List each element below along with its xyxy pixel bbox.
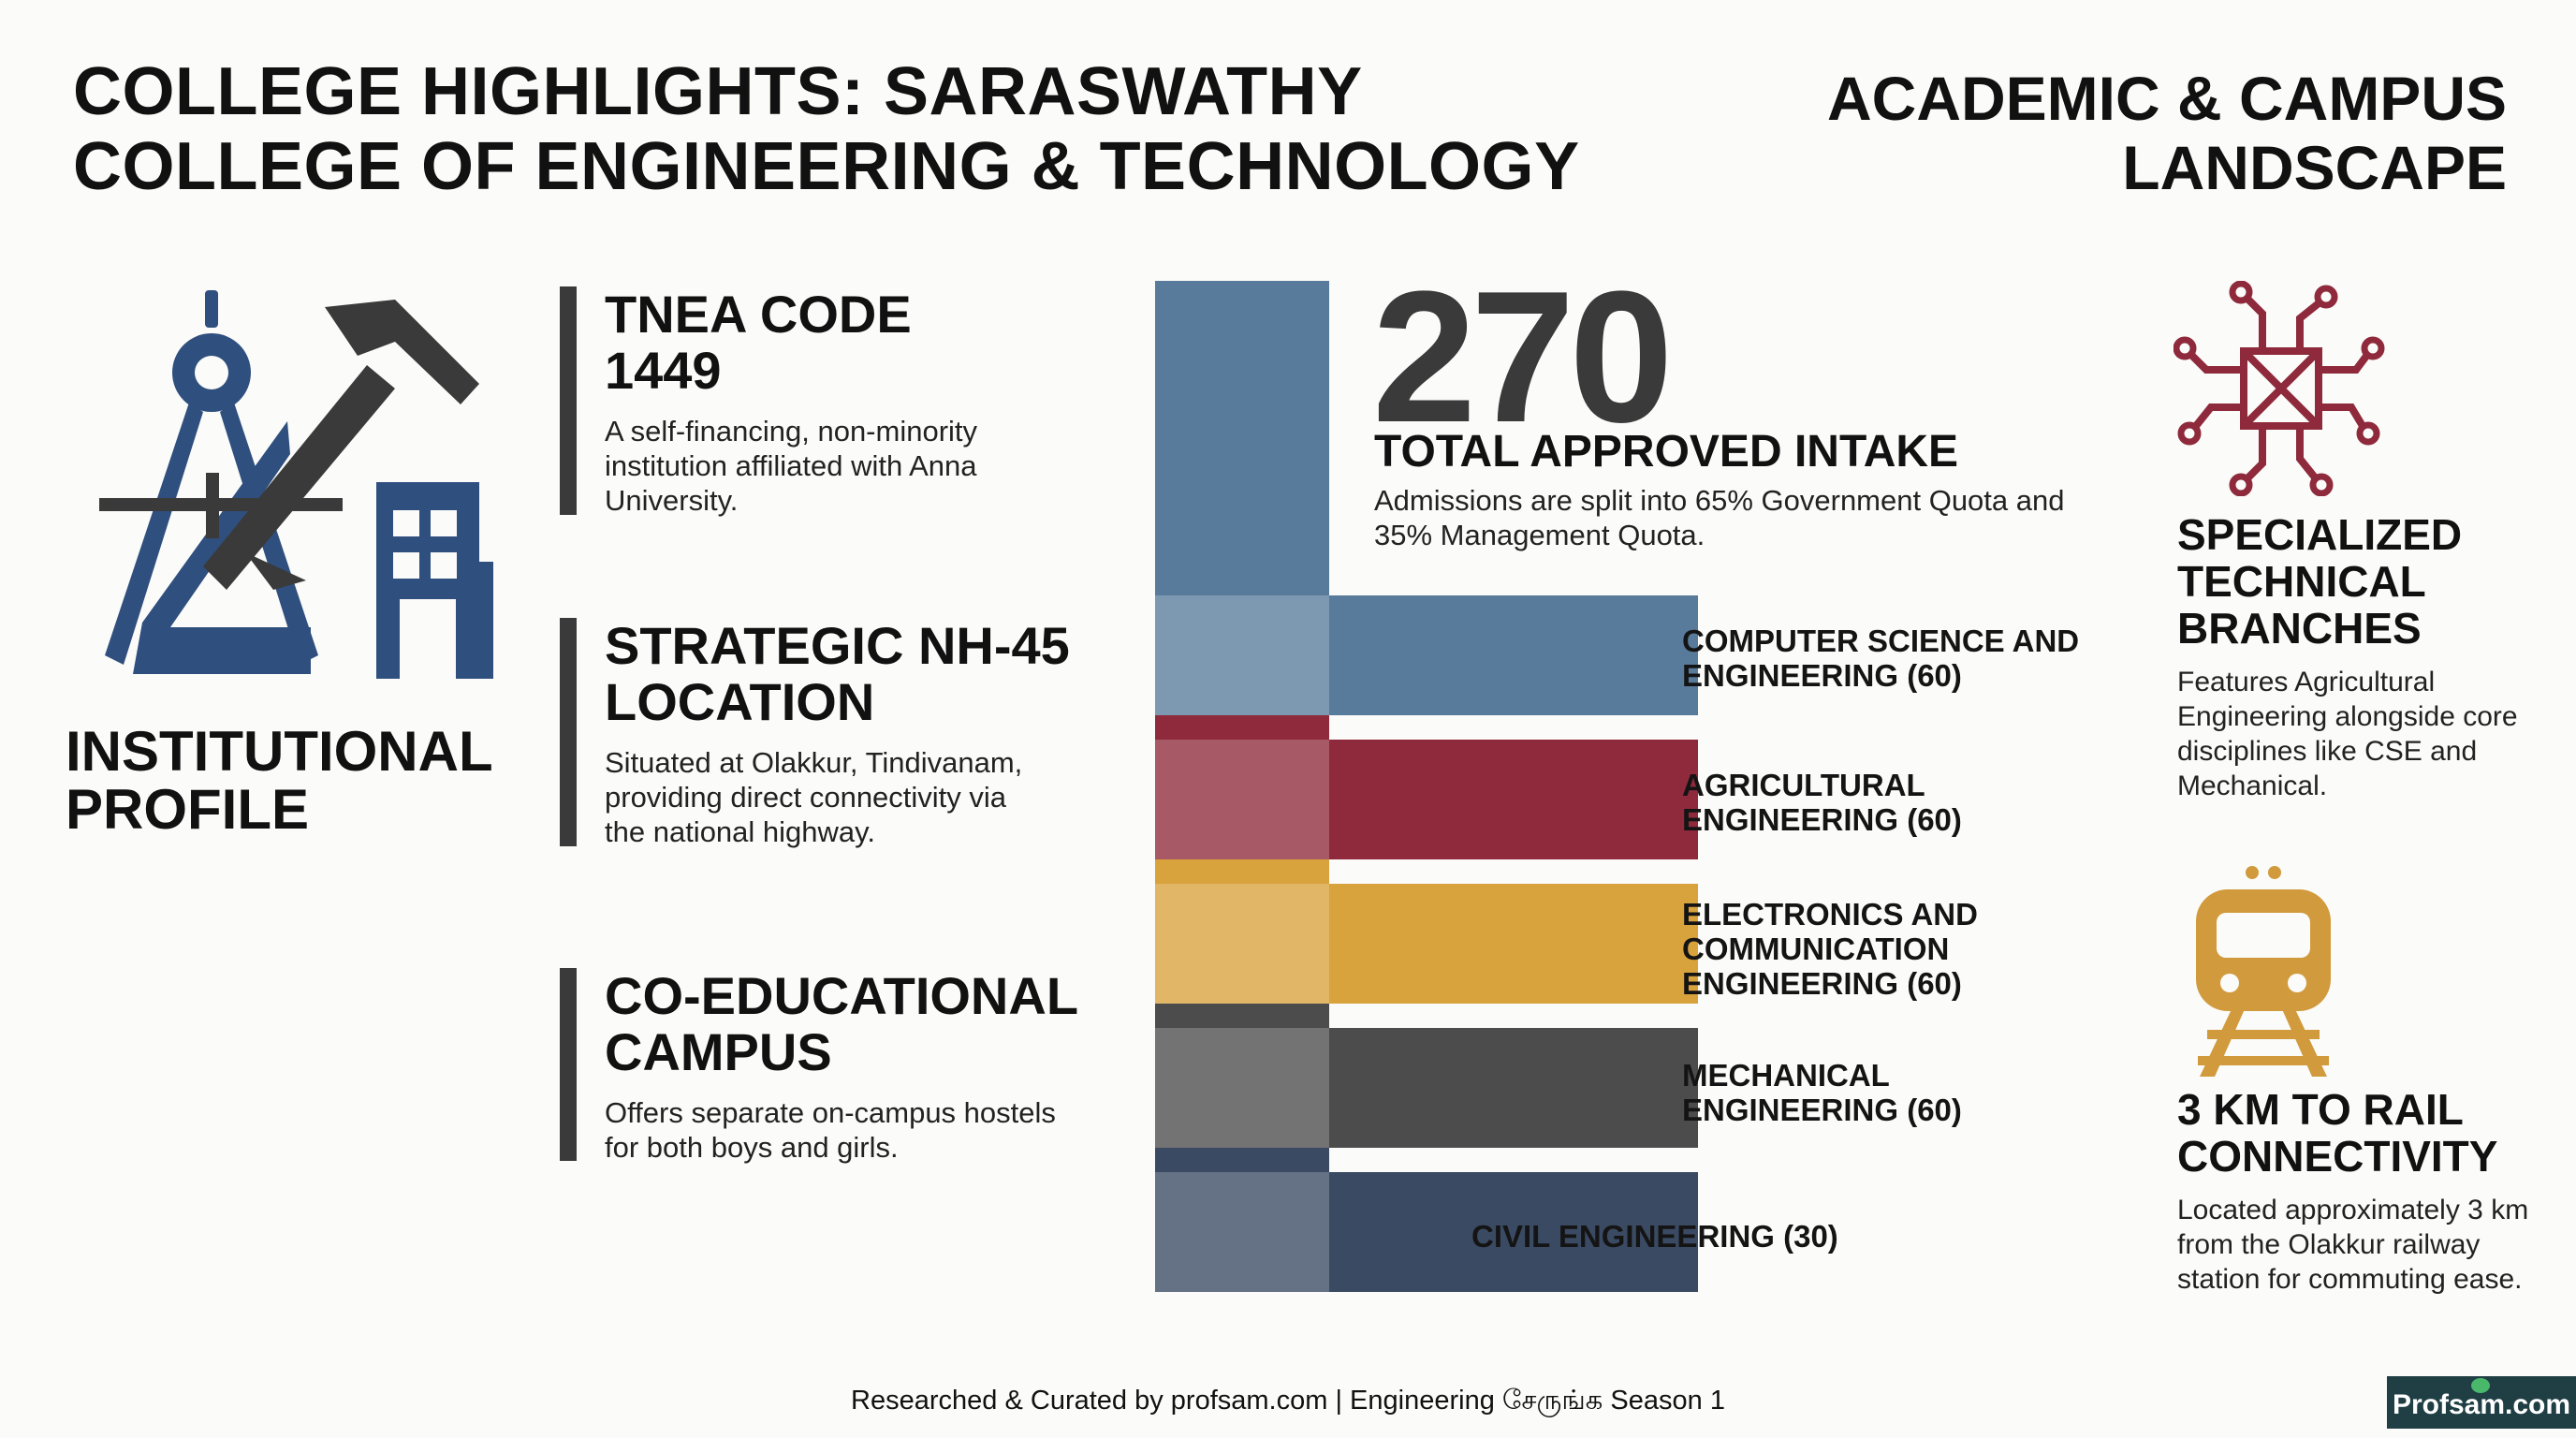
feature-text: Features Agricultural Engineering alongs… xyxy=(2177,667,2518,801)
branch-bar xyxy=(1329,740,1698,859)
feature-heading: SPECIALIZED TECHNICAL BRANCHES xyxy=(2177,510,2463,653)
column-segment xyxy=(1155,740,1329,859)
segment-divider xyxy=(1155,859,1329,884)
feature-block-branches: SPECIALIZED TECHNICAL BRANCHES Features … xyxy=(2177,511,2533,803)
info-block-location: STRATEGIC NH-45 LOCATION Situated at Ola… xyxy=(560,618,1084,849)
info-block-campus: CO-EDUCATIONAL CAMPUS Offers separate on… xyxy=(560,968,1084,1165)
branch-bar xyxy=(1329,1172,1698,1292)
feature-heading: 3 KM TO RAIL CONNECTIVITY xyxy=(2177,1085,2498,1181)
feature-block-rail: 3 KM TO RAIL CONNECTIVITY Located approx… xyxy=(2177,1086,2570,1297)
profsam-badge[interactable]: Profsam.com xyxy=(2387,1376,2576,1429)
branch-bar xyxy=(1329,1028,1698,1148)
branch-label-ece: ELECTRONICS AND COMMUNICATION ENGINEERIN… xyxy=(1682,897,1978,1001)
footer-credit: Researched & Curated by profsam.com | En… xyxy=(851,1386,1725,1416)
branch-label-civil: CIVIL ENGINEERING (30) xyxy=(1471,1219,1838,1254)
badge-label: Profsam.com xyxy=(2392,1389,2571,1420)
segment-divider xyxy=(1155,1004,1329,1028)
section-title-academic: ACADEMIC & CAMPUS LANDSCAPE xyxy=(1827,64,2507,202)
branch-bar xyxy=(1329,595,1698,715)
column-segment xyxy=(1155,884,1329,1004)
total-intake-heading: TOTAL APPROVED INTAKE xyxy=(1374,427,1959,477)
train-icon xyxy=(2196,866,2331,1077)
branch-label-cse: COMPUTER SCIENCE AND ENGINEERING (60) xyxy=(1682,624,2080,693)
info-heading: CO-EDUCATIONAL CAMPUS xyxy=(605,966,1078,1081)
column-segment xyxy=(1155,1028,1329,1148)
branch-bar xyxy=(1329,884,1698,1004)
info-text: Situated at Olakkur, Tindivanam, providi… xyxy=(605,746,1023,848)
segment-divider xyxy=(1155,1148,1329,1172)
institutional-profile-label: INSTITUTIONAL PROFILE xyxy=(66,720,492,841)
segment-divider xyxy=(1155,715,1329,740)
info-heading: STRATEGIC NH-45 LOCATION xyxy=(605,616,1070,731)
info-text: Offers separate on-campus hostels for bo… xyxy=(605,1096,1056,1164)
intake-chart xyxy=(1155,281,1698,1292)
accent-bar xyxy=(560,286,577,515)
accent-bar xyxy=(560,618,577,846)
column-segment xyxy=(1155,595,1329,715)
leaf-icon xyxy=(2471,1378,2490,1393)
info-heading: TNEA CODE 1449 xyxy=(605,285,912,400)
total-intake-column xyxy=(1155,281,1329,595)
info-text: A self-financing, non-minority instituti… xyxy=(605,415,978,517)
feature-text: Located approximately 3 km from the Olak… xyxy=(2177,1195,2529,1295)
compass-hammer-building-icon xyxy=(99,290,493,679)
page-title: COLLEGE HIGHLIGHTS: SARASWATHY COLLEGE O… xyxy=(73,54,1580,204)
branch-label-agri: AGRICULTURAL ENGINEERING (60) xyxy=(1682,768,1962,837)
total-intake-text: Admissions are split into 65% Government… xyxy=(1374,484,2065,551)
circuit-chip-icon xyxy=(2174,281,2385,496)
total-intake-number: 270 xyxy=(1372,253,1674,462)
accent-bar xyxy=(560,968,577,1161)
branch-label-mech: MECHANICAL ENGINEERING (60) xyxy=(1682,1058,1962,1127)
info-block-tnea: TNEA CODE 1449 A self-financing, non-min… xyxy=(560,286,1084,518)
column-segment xyxy=(1155,1172,1329,1292)
